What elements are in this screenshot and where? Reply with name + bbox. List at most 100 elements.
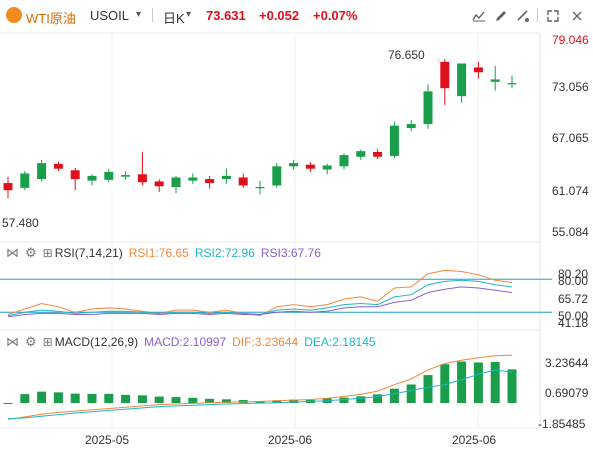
x-tick-label: 2025-06 [452,433,497,447]
macd-bar [137,395,147,403]
macd-bar [104,393,114,403]
chart-toolbar: WTI原油 USOIL ▾ 日K ▾ 73.631 +0.052 +0.07% [0,0,593,30]
rsi-tick-label: 41.18 [558,316,589,330]
candle-body [389,125,399,156]
candle-body [473,67,483,73]
candle-body [104,171,114,180]
candle-body [205,179,215,184]
macd-bar [53,392,63,403]
candle-body [339,155,349,167]
macd-bar [154,396,164,403]
candle-body [289,163,299,167]
chart-canvas[interactable] [0,30,593,455]
high-price-label: 76.650 [388,48,425,62]
last-price: 73.631 [206,8,246,23]
price-tick-label: 61.074 [552,184,589,198]
macd-bar [457,361,467,403]
rsi1-value: RSI1:76.65 [128,246,189,260]
macd-tick-label: 0.69079 [545,386,589,400]
candle-body [154,181,164,187]
price-change-percent: +0.07% [313,8,358,23]
candle-body [121,175,131,177]
candle-body [3,183,13,191]
symbol-name[interactable]: WTI原油 [26,11,76,26]
add-indicator-icon[interactable]: ⊞ [42,246,53,260]
macd-bar [490,361,500,403]
candle-body [171,177,181,188]
macd-bar [171,397,181,403]
macd-bar [289,399,299,403]
macd-bar [507,369,517,403]
candle-body [507,83,517,85]
macd-bar [70,393,80,403]
macd-tick-label: -1.85485 [538,417,586,431]
macd-bar [121,394,131,403]
candle-body [272,166,282,186]
add-indicator-icon[interactable]: ⊞ [42,335,53,349]
candle-body [87,175,97,181]
x-tick-label: 2025-05 [85,433,130,447]
candle-body [423,91,433,125]
fullscreen-icon[interactable] [543,7,563,25]
macd-bar [339,397,349,403]
macd-bar [406,384,416,403]
macd-bar [440,364,450,403]
candle-body [70,170,80,180]
candle-body [356,151,366,157]
macd-bar [37,391,47,403]
collapse-icon[interactable]: ⋈ [6,334,19,349]
x-tick-label: 2025-06 [268,433,313,447]
candle-body [373,151,383,157]
symbol-code[interactable]: USOIL [90,8,130,23]
period-dropdown-icon[interactable]: ▾ [186,9,192,20]
macd-bar [221,399,231,403]
macd-bar [87,393,97,403]
macd-bar [473,362,483,403]
period-selector[interactable]: 日K [163,11,185,26]
candle-body [305,164,315,169]
macd-header: ⋈ ⚙ ⊞ MACD(12,26,9) MACD:2.10997 DIF:3.2… [6,334,376,350]
rsi-tick-label: 80.00 [558,274,589,288]
dea-value: DEA:2.18145 [304,335,376,349]
dif-line [7,354,513,420]
candle-body [137,174,147,183]
indicator-icon[interactable] [469,7,489,25]
candle-body [37,163,47,180]
symbol-dropdown-icon[interactable]: ▾ [136,9,142,20]
macd-bar [356,396,366,403]
settings-gear-icon[interactable]: ⚙ [25,334,37,349]
draw-pencil-icon[interactable] [491,7,511,25]
collapse-icon[interactable]: ⋈ [6,245,19,260]
price-tick-label: 79.046 [552,33,589,47]
dea-line [7,369,513,420]
candle-body [188,177,198,181]
rsi2-value: RSI2:72.96 [194,246,255,260]
rsi-tick-label: 50.00 [558,309,589,323]
rsi-tick-label: 65.72 [558,292,589,306]
rsi3-value: RSI3:67.76 [260,246,321,260]
dif-value: DIF:3.23644 [232,335,299,349]
price-tick-label: 67.065 [552,131,589,145]
settings-gear-icon[interactable]: ⚙ [25,245,37,260]
macd-value: MACD:2.10997 [144,335,227,349]
candle-body [255,187,265,189]
settings-icon[interactable] [513,7,533,25]
macd-bar [3,403,13,404]
candle-body [457,63,467,97]
close-icon[interactable] [567,7,587,25]
candle-body [322,165,332,170]
toolbar-divider-2 [537,8,538,22]
macd-bar [20,394,30,403]
macd-tick-label: 3.23644 [545,356,589,370]
price-change: +0.052 [259,8,300,23]
price-tick-label: 73.056 [552,80,589,94]
symbol-logo-icon [6,7,22,23]
candle-body [440,61,450,89]
macd-bar [255,401,265,403]
candle-body [490,79,500,82]
macd-bar [423,375,433,403]
rsi-header: ⋈ ⚙ ⊞ RSI(7,14,21) RSI1:76.65 RSI2:72.96… [6,245,321,261]
macd-title: MACD(12,26,9) [54,335,139,349]
price-tick-label: 55.084 [552,225,589,239]
candle-body [406,124,416,129]
